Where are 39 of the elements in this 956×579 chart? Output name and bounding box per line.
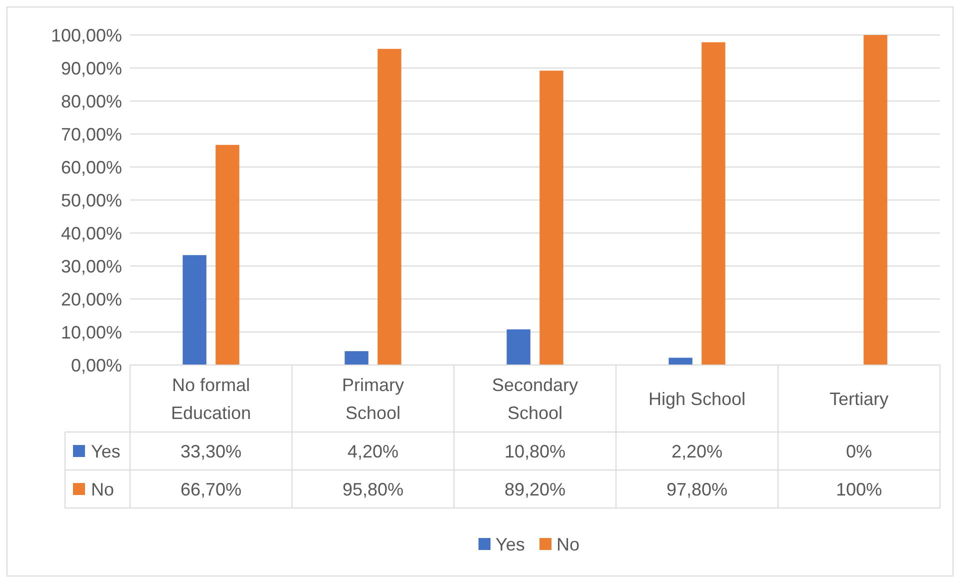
- bar: [378, 48, 402, 365]
- data-label: 100%: [836, 479, 882, 500]
- x-tick-label: High School: [648, 388, 746, 409]
- data-label: 0%: [846, 441, 872, 462]
- data-label: 95,80%: [342, 479, 404, 500]
- data-label: 2,20%: [671, 441, 723, 462]
- bar: [506, 329, 530, 365]
- legend-label: Yes: [91, 441, 120, 462]
- text: Yes: [496, 534, 525, 554]
- y-tick-label: 20,00%: [60, 289, 122, 310]
- legend-label: No: [91, 479, 114, 500]
- bar: [864, 35, 888, 365]
- y-tick-label: 10,00%: [60, 322, 122, 342]
- y-tick-label: 100,00%: [50, 25, 122, 46]
- bar: [668, 358, 692, 365]
- y-tick-label: 30,00%: [60, 256, 122, 276]
- y-tick-label: 50,00%: [60, 190, 122, 210]
- x-tick-label: No formal Education: [170, 374, 252, 423]
- x-tick-label: Secondary School: [492, 374, 578, 423]
- y-tick-label: 40,00%: [60, 223, 122, 244]
- data-label: 4,20%: [347, 441, 399, 462]
- bar: [216, 144, 240, 365]
- y-tick-label: 70,00%: [60, 124, 122, 144]
- bar: [702, 42, 726, 365]
- data-label: 10,80%: [504, 441, 566, 462]
- x-tick-label: Tertiary: [829, 388, 889, 409]
- data-label: 97,80%: [666, 479, 728, 500]
- data-label: 89,20%: [504, 479, 566, 500]
- y-tick-label: 60,00%: [60, 157, 122, 178]
- bar: [540, 70, 564, 365]
- y-tick-label: 80,00%: [60, 91, 122, 112]
- bar: [344, 351, 368, 365]
- bar: [182, 255, 206, 365]
- text: No: [556, 534, 580, 554]
- data-label: 33,30%: [180, 441, 242, 462]
- x-tick-label: Primary School: [342, 374, 404, 423]
- y-tick-label: 0,00%: [70, 355, 122, 376]
- y-tick-label: 90,00%: [60, 58, 122, 78]
- data-label: 66,70%: [180, 479, 242, 500]
